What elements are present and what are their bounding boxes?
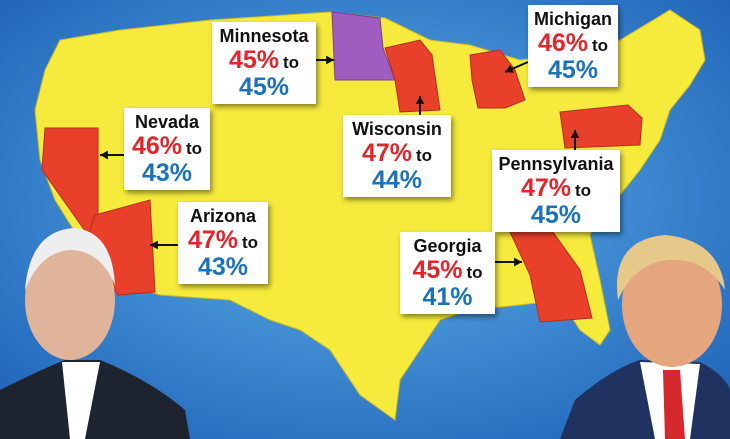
second-percent: 44% (371, 166, 423, 194)
connector: to (416, 146, 433, 165)
connector: to (283, 53, 300, 72)
state-name: Georgia (413, 236, 482, 256)
label-line: 46% to (130, 133, 204, 160)
label-line: 45% to (406, 257, 489, 284)
pointer-head (415, 96, 425, 104)
connector: to (186, 139, 203, 158)
state-name: Arizona (189, 206, 256, 226)
second-percent: 45% (238, 73, 290, 101)
pointer-head (505, 64, 514, 73)
label-line: 45% (498, 202, 614, 229)
state-name: Michigan (534, 9, 613, 29)
state-name: Minnesota (219, 26, 309, 46)
label-line: 41% (406, 284, 489, 311)
first-percent: 47% (187, 226, 238, 254)
label-line: 47% to (498, 175, 614, 202)
state-label: Georgia 45% to 41% (400, 232, 495, 314)
pointer-head (514, 257, 522, 267)
second-percent: 41% (422, 283, 473, 311)
label-line: 47% to (184, 227, 262, 254)
state-label: Pennsylvania 47% to 45% (492, 150, 620, 232)
label-line: Michigan (534, 8, 612, 30)
state-name: Nevada (134, 112, 200, 132)
first-percent: 45% (412, 256, 463, 284)
first-percent: 47% (361, 139, 412, 167)
first-percent: 45% (228, 46, 279, 74)
label-line: 45% (534, 57, 612, 84)
label-line: 43% (130, 160, 204, 187)
state-name: Pennsylvania (498, 154, 614, 174)
pointer-head (100, 150, 108, 160)
second-percent: 45% (547, 56, 599, 84)
state-label: Arizona 47% to 43% (178, 202, 268, 284)
label-line: Pennsylvania (498, 153, 614, 175)
state-label: Minnesota 45% to 45% (212, 22, 316, 104)
right-portrait (560, 235, 730, 439)
wisconsin (384, 39, 441, 113)
second-percent: 43% (197, 253, 249, 281)
label-line: Arizona (184, 205, 262, 227)
connector: to (592, 36, 609, 55)
second-percent: 45% (530, 201, 582, 229)
label-line: Nevada (130, 111, 204, 133)
state-name: Wisconsin (352, 119, 442, 139)
first-percent: 46% (131, 132, 182, 160)
pennsylvania (559, 104, 643, 149)
label-line: 45% (218, 74, 310, 101)
state-label: Wisconsin 47% to 44% (343, 115, 451, 197)
pointer-head (150, 240, 158, 250)
first-percent: 47% (520, 174, 571, 202)
label-line: 44% (349, 167, 445, 194)
left-portrait (0, 228, 190, 439)
pointer-head (326, 55, 334, 65)
connector: to (466, 263, 483, 282)
label-line: 47% to (349, 140, 445, 167)
label-line: 45% to (218, 47, 310, 74)
label-line: 46% to (534, 30, 612, 57)
label-line: 43% (184, 254, 262, 281)
connector: to (575, 181, 592, 200)
pointer-head (570, 130, 580, 138)
arrows (100, 55, 580, 267)
label-line: Minnesota (218, 25, 310, 47)
michigan (469, 49, 526, 109)
minnesota (331, 11, 396, 81)
connector: to (242, 233, 259, 252)
first-percent: 46% (537, 29, 588, 57)
label-line: Wisconsin (349, 118, 445, 140)
state-label: Michigan 46% to 45% (528, 5, 618, 87)
second-percent: 43% (141, 159, 193, 187)
label-line: Georgia (406, 235, 489, 257)
state-label: Nevada 46% to 43% (124, 108, 210, 190)
